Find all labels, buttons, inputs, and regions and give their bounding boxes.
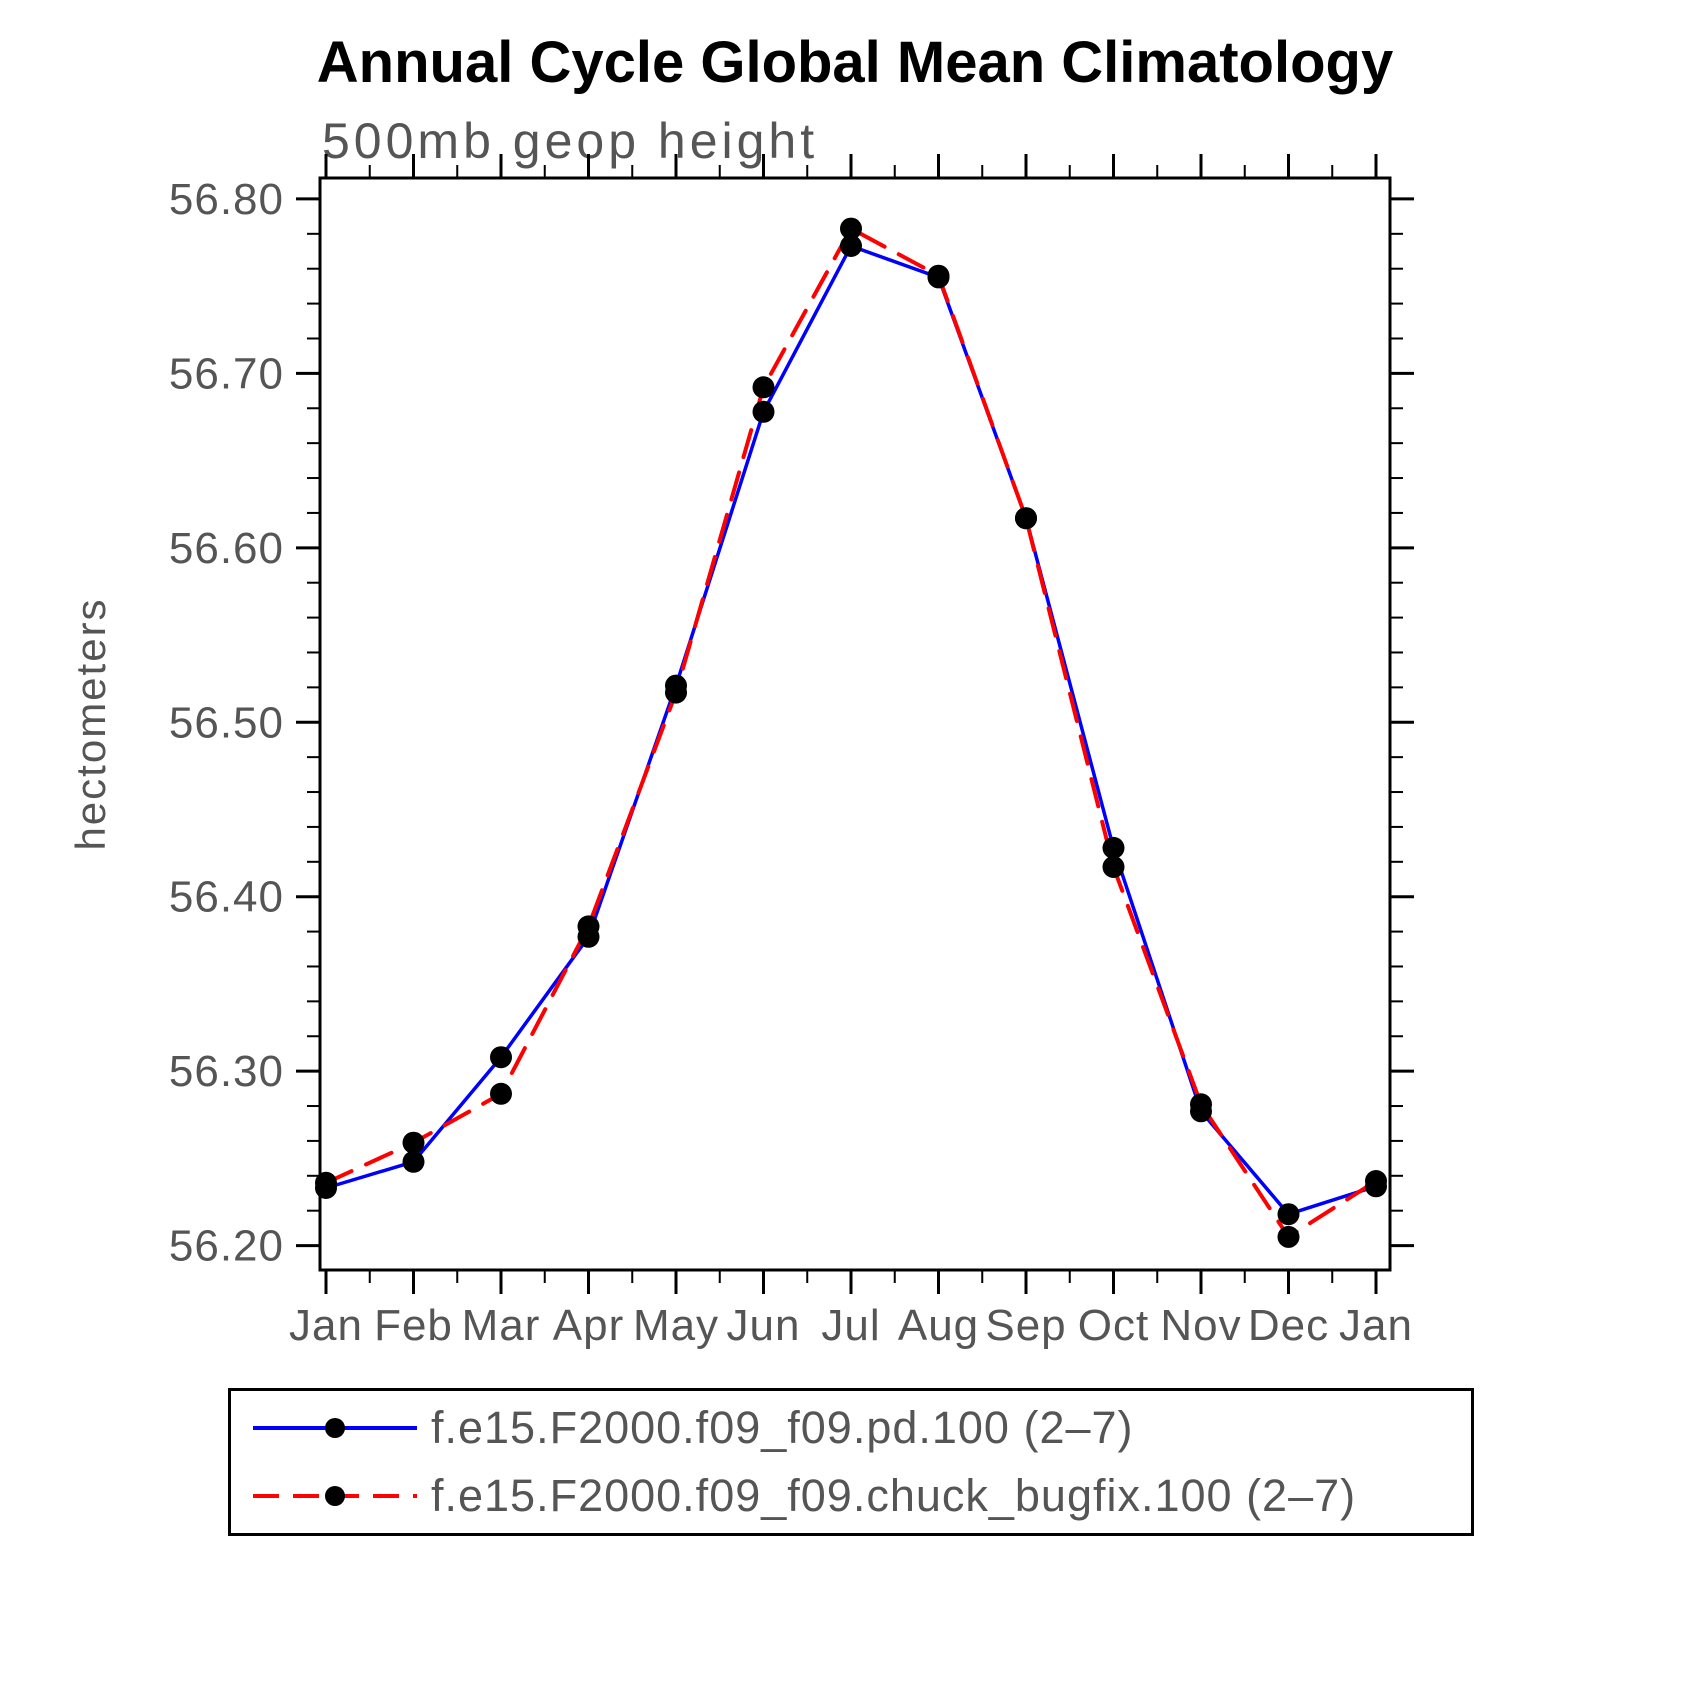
x-tick-label: Jan bbox=[1339, 1301, 1413, 1350]
x-tick-label: May bbox=[633, 1301, 719, 1350]
y-tick-label: 56.70 bbox=[169, 349, 284, 398]
data-point-marker bbox=[665, 681, 687, 704]
data-point-marker bbox=[490, 1046, 512, 1069]
data-point-marker bbox=[840, 217, 862, 240]
data-point-marker bbox=[315, 1171, 337, 1194]
data-point-marker bbox=[1015, 507, 1037, 530]
data-point-marker bbox=[402, 1150, 425, 1173]
y-tick-label: 56.60 bbox=[169, 524, 284, 573]
series-markers-0 bbox=[315, 235, 1387, 1226]
y-tick-label: 56.40 bbox=[169, 873, 284, 922]
legend-solid-line-sample bbox=[253, 1418, 417, 1439]
plot-frame bbox=[318, 176, 1392, 1272]
data-point-marker bbox=[1365, 1170, 1387, 1192]
data-point-marker bbox=[490, 1082, 512, 1105]
legend-marker-dot bbox=[325, 1485, 345, 1506]
series-markers-1 bbox=[315, 217, 1387, 1248]
chart-subtitle: 500mb geop height bbox=[322, 113, 818, 169]
y-tick-label: 56.30 bbox=[169, 1047, 284, 1096]
x-tick-label: Dec bbox=[1248, 1301, 1329, 1350]
data-point-marker bbox=[840, 235, 862, 257]
y-axis-label: hectometers bbox=[67, 597, 114, 850]
legend-label-chuck-bugfix: f.e15.F2000.f09_f09.chuck_bugfix.100 (2–… bbox=[431, 1469, 1357, 1521]
x-tick-label: Oct bbox=[1078, 1301, 1149, 1350]
data-point-marker bbox=[577, 915, 600, 938]
data-point-marker bbox=[752, 400, 775, 423]
x-tick-label: Jul bbox=[821, 1301, 880, 1350]
data-point-marker bbox=[1190, 1093, 1212, 1116]
data-point-marker bbox=[402, 1131, 425, 1154]
x-tick-label: Aug bbox=[898, 1301, 979, 1350]
x-tick-label: Mar bbox=[462, 1301, 541, 1350]
data-point-marker bbox=[752, 376, 775, 399]
chart-title: Annual Cycle Global Mean Climatology bbox=[317, 30, 1393, 95]
legend-label-pd100: f.e15.F2000.f09_f09.pd.100 (2–7) bbox=[431, 1402, 1134, 1454]
legend-entry-chuck-bugfix: f.e15.F2000.f09_f09.chuck_bugfix.100 (2–… bbox=[231, 1466, 1471, 1526]
series-line-0 bbox=[324, 244, 1378, 1216]
x-tick-label: Feb bbox=[374, 1301, 453, 1350]
series-lines bbox=[315, 217, 1387, 1248]
x-tick-label: Jan bbox=[289, 1301, 363, 1350]
x-tick-label: Jun bbox=[727, 1301, 801, 1350]
y-tick-label: 56.80 bbox=[169, 175, 284, 224]
y-tick-label: 56.20 bbox=[169, 1222, 284, 1271]
x-tick-label: Nov bbox=[1160, 1301, 1241, 1350]
data-point-marker bbox=[1277, 1203, 1300, 1226]
legend-dashed-line-sample bbox=[253, 1485, 417, 1506]
legend: f.e15.F2000.f09_f09.pd.100 (2–7) f.e15.F… bbox=[228, 1388, 1474, 1536]
data-point-marker bbox=[927, 264, 950, 287]
data-point-marker bbox=[1102, 856, 1125, 878]
data-point-marker bbox=[1277, 1225, 1300, 1248]
x-tick-label: Sep bbox=[985, 1301, 1066, 1350]
plot-area: Annual Cycle Global Mean Climatology 500… bbox=[67, 30, 1414, 1350]
legend-marker-dot bbox=[325, 1418, 345, 1439]
series-line-1 bbox=[324, 226, 1378, 1239]
data-point-marker bbox=[1102, 836, 1125, 859]
x-tick-label: Apr bbox=[553, 1301, 624, 1350]
legend-entry-pd100: f.e15.F2000.f09_f09.pd.100 (2–7) bbox=[231, 1398, 1471, 1458]
y-tick-label: 56.50 bbox=[169, 698, 284, 747]
